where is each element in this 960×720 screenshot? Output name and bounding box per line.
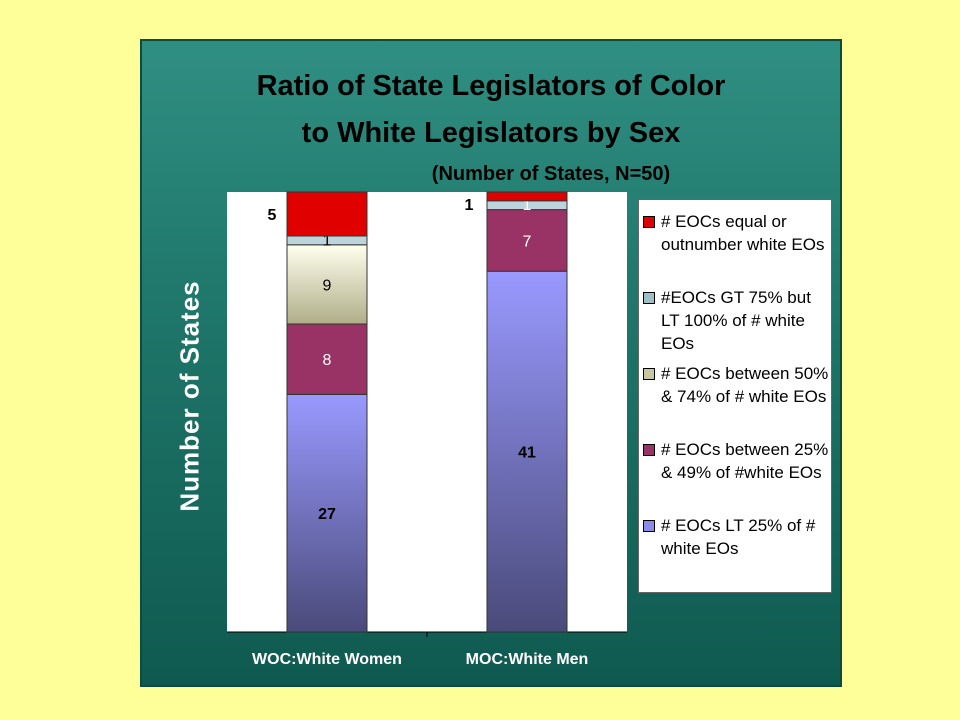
legend-label-1: #EOCs GT 75% but LT 100% of # white EOs: [661, 288, 811, 353]
data-label-0-2: 9: [323, 277, 332, 294]
chart-panel: Ratio of State Legislators of Color to W…: [140, 39, 842, 687]
data-label-1-4: 1: [465, 197, 474, 214]
data-label-0-1: 8: [323, 352, 332, 369]
data-label-1-1: 7: [523, 233, 532, 250]
plot-area: 27 8 9 1 5 41 7 1 1: [227, 191, 627, 637]
legend-label-3: # EOCs between 25% & 49% of #white EOs: [661, 440, 829, 482]
legend-label-2: # EOCs between 50% & 74% of # white EOs: [661, 364, 829, 406]
data-label-1-3: 1: [523, 197, 532, 214]
data-label-0-4: 5: [268, 207, 277, 224]
legend-swatch-1: [643, 292, 655, 304]
legend-swatch-4: [643, 520, 655, 532]
bar-segment-0-4: [286, 191, 368, 237]
data-label-1-0: 41: [518, 445, 536, 462]
legend-label-4: # EOCs LT 25% of # white EOs: [661, 516, 816, 558]
data-label-0-3: 1: [323, 232, 332, 249]
bar-segment-1-1: [486, 209, 568, 272]
legend-swatch-3: [643, 444, 655, 456]
chart-title-line2: to White Legislators by Sex: [301, 117, 681, 149]
y-axis-label: Number of States: [174, 280, 205, 512]
x-category-label-1: MOC:White Men: [465, 651, 589, 668]
stacked-bar-chart: 27 8 9 1 5 41 7 1 1: [227, 191, 627, 637]
legend-swatch-0: [643, 216, 655, 228]
data-label-0-0: 27: [318, 506, 336, 523]
legend-swatch-2: [643, 368, 655, 380]
bar-segment-0-0: [286, 393, 368, 633]
bar-segment-1-0: [486, 270, 568, 633]
legend-label-0: # EOCs equal or outnumber white EOs: [661, 212, 825, 254]
bar-segment-1-4: [486, 191, 568, 202]
chart-title: Ratio of State Legislators of Color: [256, 70, 726, 102]
x-category-label-0: WOC:White Women: [252, 651, 402, 668]
bar-segment-0-2: [286, 244, 368, 325]
chart-subtitle: (Number of States, N=50): [431, 163, 671, 185]
legend: # EOCs equal or outnumber white EOs #EOC…: [638, 199, 832, 593]
